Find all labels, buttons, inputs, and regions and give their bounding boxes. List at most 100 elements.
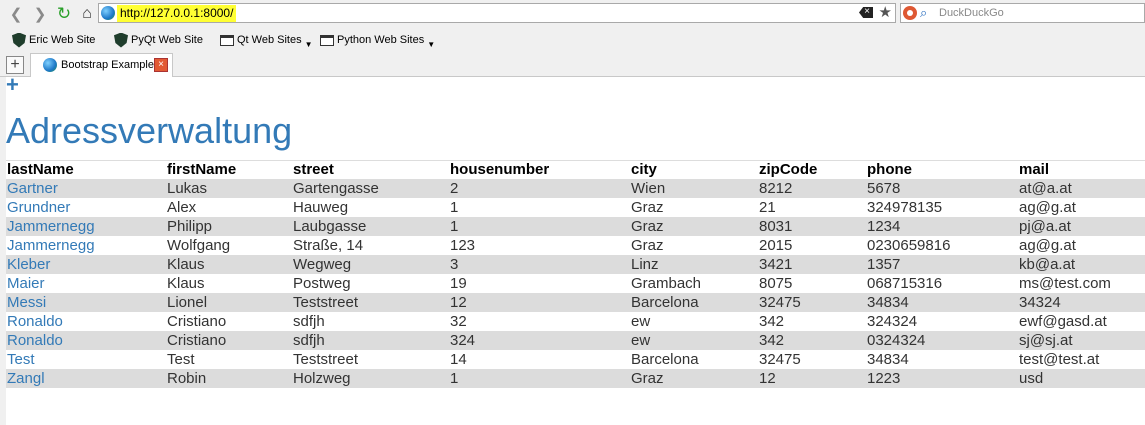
home-icon[interactable]: ⌂ bbox=[82, 5, 92, 22]
cell-phone: 324324 bbox=[867, 313, 918, 330]
cell-phone: 1223 bbox=[866, 369, 1018, 388]
cell-zipCode: 2015 bbox=[759, 237, 793, 254]
lastname-link[interactable]: Gartner bbox=[6, 179, 166, 198]
table-header-row: lastName firstName street housenumber city zi… bbox=[6, 160, 1145, 179]
cell-city: Barcelona bbox=[630, 293, 758, 312]
dropdown-caret-icon: ▼ bbox=[304, 39, 313, 49]
cell-phone: 324978135 bbox=[867, 199, 943, 216]
cell-mail: sj@sj.at bbox=[1018, 331, 1145, 350]
cell-street: sdfjh bbox=[293, 313, 325, 330]
lastname-link[interactable]: Jammernegg bbox=[6, 217, 166, 236]
cell-housenumber: 1 bbox=[449, 217, 630, 236]
lastname-link[interactable]: Messi bbox=[6, 293, 166, 312]
cell-mail: 34324 bbox=[1018, 293, 1145, 312]
cell-housenumber: 19 bbox=[450, 275, 467, 292]
page-content: + Adressverwaltung lastName firstName stre… bbox=[6, 72, 1145, 425]
cell-street: Wegweg bbox=[292, 255, 449, 274]
cell-phone: 0230659816 bbox=[867, 237, 951, 254]
cell-housenumber: 3 bbox=[449, 255, 630, 274]
back-icon[interactable]: ❮ bbox=[9, 6, 23, 23]
lastname-link[interactable]: Zangl bbox=[6, 369, 166, 388]
bookmark-folder-qt[interactable]: Qt Web Sites ▼ bbox=[220, 31, 313, 49]
url-bar[interactable]: http://127.0.0.1:8000/ × ★ bbox=[98, 3, 896, 23]
cell-firstName: Test bbox=[167, 351, 195, 368]
cell-mail: kb@a.at bbox=[1018, 255, 1145, 274]
tab-title: Bootstrap Example bbox=[61, 59, 154, 71]
cell-street: Holzweg bbox=[292, 369, 449, 388]
table-row: Test Test Teststreet 14 Barcelona 32475 34834 t… bbox=[6, 350, 1145, 369]
clear-x-icon: × bbox=[864, 6, 870, 17]
cell-phone: 068715316 bbox=[867, 275, 943, 292]
table-row: Messi Lionel Teststreet 12 Barcelona 32475 348… bbox=[6, 293, 1145, 312]
folder-icon bbox=[320, 34, 334, 46]
new-tab-button[interactable]: + bbox=[6, 56, 24, 74]
column-header-mail: mail bbox=[1018, 160, 1145, 179]
cell-city: Linz bbox=[630, 255, 758, 274]
cell-mail: ag@g.at bbox=[1019, 237, 1076, 254]
column-header-firstName: firstName bbox=[166, 160, 292, 179]
table-row: Grundner Alex Hauweg 1 Graz 21 324978135 ag@g.a… bbox=[6, 198, 1145, 217]
bookmark-eric[interactable]: Eric Web Site bbox=[12, 31, 95, 49]
forward-icon[interactable]: ❯ bbox=[33, 6, 47, 23]
cell-city: Graz bbox=[631, 199, 664, 216]
cell-city: Graz bbox=[630, 369, 758, 388]
cell-city: Graz bbox=[631, 237, 664, 254]
lastname-link[interactable]: Ronaldo bbox=[6, 331, 166, 350]
lastname-link[interactable]: Grundner bbox=[7, 199, 71, 216]
table-row: Zangl Robin Holzweg 1 Graz 12 1223 usd bbox=[6, 369, 1145, 388]
cell-housenumber: 1 bbox=[449, 369, 630, 388]
table-row: Ronaldo Cristiano sdfjh 32 ew 342 324324 ewf@ga… bbox=[6, 312, 1145, 331]
cell-phone: 0324324 bbox=[866, 331, 1018, 350]
column-header-lastName: lastName bbox=[6, 160, 166, 179]
cell-street: Teststreet bbox=[292, 293, 449, 312]
cell-firstName: Klaus bbox=[167, 275, 205, 292]
cell-housenumber: 123 bbox=[450, 237, 476, 254]
cell-housenumber: 2 bbox=[449, 179, 630, 198]
column-header-city: city bbox=[630, 160, 758, 179]
browser-navbar: ❮ ❯ ↻ ⌂ http://127.0.0.1:8000/ × ★ ⌕ Duc… bbox=[0, 0, 1145, 28]
cell-zipCode: 32475 bbox=[758, 293, 866, 312]
reload-icon[interactable]: ↻ bbox=[56, 4, 72, 23]
shield-icon bbox=[12, 32, 26, 48]
duckduckgo-icon[interactable] bbox=[903, 6, 917, 20]
page-title: Adressverwaltung bbox=[6, 110, 293, 151]
cell-zipCode: 3421 bbox=[758, 255, 866, 274]
folder-icon bbox=[220, 34, 234, 46]
left-gutter bbox=[0, 77, 6, 425]
column-header-phone: phone bbox=[866, 160, 1018, 179]
search-input[interactable]: DuckDuckGo bbox=[939, 7, 1004, 19]
lastname-link[interactable]: Maier bbox=[7, 275, 45, 292]
cell-street: Gartengasse bbox=[292, 179, 449, 198]
cell-mail: usd bbox=[1018, 369, 1145, 388]
cell-mail: ag@g.at bbox=[1019, 199, 1076, 216]
table-row: Maier Klaus Postweg 19 Grambach 8075 068715316… bbox=[6, 274, 1145, 293]
add-entry-icon[interactable]: + bbox=[6, 72, 19, 97]
lastname-link[interactable]: Jammernegg bbox=[7, 237, 95, 254]
bookmark-pyqt[interactable]: PyQt Web Site bbox=[114, 31, 203, 49]
column-header-housenumber: housenumber bbox=[449, 160, 630, 179]
cell-zipCode: 8212 bbox=[758, 179, 866, 198]
cell-housenumber: 14 bbox=[450, 351, 467, 368]
bookmark-star-icon[interactable]: ★ bbox=[878, 4, 892, 21]
cell-zipCode: 12 bbox=[758, 369, 866, 388]
table-row: Jammernegg Philipp Laubgasse 1 Graz 8031 1234 p… bbox=[6, 217, 1145, 236]
cell-phone: 34834 bbox=[866, 293, 1018, 312]
cell-housenumber: 12 bbox=[449, 293, 630, 312]
close-tab-icon[interactable]: × bbox=[154, 58, 168, 72]
lastname-link[interactable]: Kleber bbox=[6, 255, 166, 274]
clear-url-icon[interactable] bbox=[859, 7, 873, 18]
cell-firstName: Lionel bbox=[166, 293, 292, 312]
lastname-link[interactable]: Test bbox=[7, 351, 35, 368]
cell-city: Barcelona bbox=[631, 351, 699, 368]
cell-mail: ewf@gasd.at bbox=[1019, 313, 1107, 330]
search-bar[interactable]: ⌕ DuckDuckGo bbox=[900, 3, 1145, 23]
lastname-link[interactable]: Ronaldo bbox=[7, 313, 63, 330]
search-icon[interactable]: ⌕ bbox=[920, 5, 928, 20]
cell-housenumber: 324 bbox=[449, 331, 630, 350]
tab-bootstrap-example[interactable]: Bootstrap Example × bbox=[30, 53, 173, 77]
table-row: Ronaldo Cristiano sdfjh 324 ew 342 0324324 sj@s… bbox=[6, 331, 1145, 350]
cell-firstName: Klaus bbox=[166, 255, 292, 274]
bookmark-folder-python[interactable]: Python Web Sites ▼ bbox=[320, 31, 435, 49]
url-text[interactable]: http://127.0.0.1:8000/ bbox=[117, 5, 237, 22]
cell-mail: test@test.at bbox=[1019, 351, 1100, 368]
